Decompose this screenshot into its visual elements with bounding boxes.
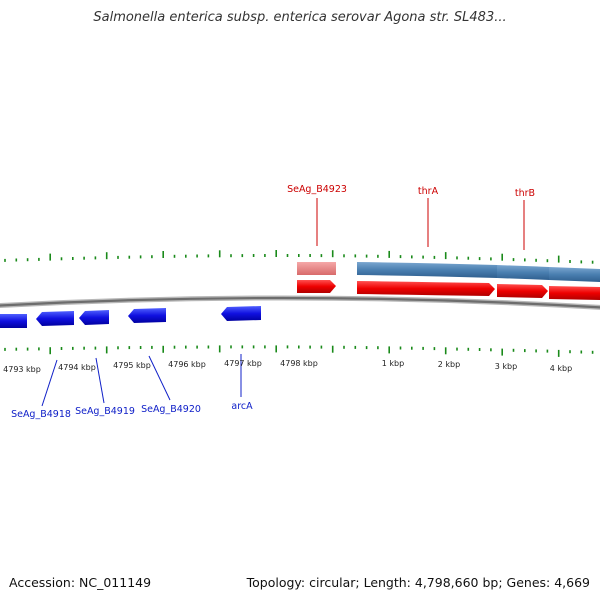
gene-label-thrb: thrB bbox=[515, 188, 535, 199]
inner-tick-ruler bbox=[4, 345, 594, 357]
gene-callout-seag-b4918[interactable]: SeAg_B4918 bbox=[11, 359, 71, 420]
genome-backbone-core bbox=[0, 296, 600, 309]
cds-arrow-arca[interactable] bbox=[221, 306, 261, 321]
accession-text: Accession: NC_011149 bbox=[9, 575, 152, 590]
feature-thra-region[interactable] bbox=[357, 262, 497, 278]
gene-callout-seag-b4920[interactable]: SeAg_B4920 bbox=[141, 355, 201, 415]
scale-label-2kbp: 2 kbp bbox=[438, 360, 460, 369]
scale-label-4796kbp: 4796 kbp bbox=[168, 360, 206, 369]
gene-label-seag-b4920: SeAg_B4920 bbox=[141, 404, 201, 415]
gene-label-seag-b4918: SeAg_B4918 bbox=[11, 409, 71, 420]
cds-arrow-seag-b4923[interactable] bbox=[297, 280, 336, 293]
feature-thrb-region[interactable] bbox=[497, 265, 549, 280]
cds-arrow-seag-b4920[interactable] bbox=[128, 308, 166, 323]
scale-label-3kbp: 3 kbp bbox=[495, 362, 517, 371]
scale-labels: 4793 kbp 4794 kbp 4795 kbp 4796 kbp 4797… bbox=[3, 359, 572, 374]
genome-title: Salmonella enterica subsp. enterica sero… bbox=[93, 10, 507, 25]
genome-summary-text: Topology: circular; Length: 4,798,660 bp… bbox=[246, 575, 590, 590]
scale-label-4795kbp: 4795 kbp bbox=[113, 361, 151, 370]
cds-arrow-next[interactable] bbox=[549, 286, 600, 300]
cds-arrow-seag-b4919[interactable] bbox=[79, 310, 109, 325]
gene-callout-thrb[interactable]: thrB bbox=[515, 188, 535, 250]
scale-label-4797kbp: 4797 kbp bbox=[224, 359, 262, 368]
scale-label-4794kbp: 4794 kbp bbox=[58, 363, 96, 372]
cds-arrow-seag-b4918[interactable] bbox=[36, 311, 74, 326]
gene-callout-thra[interactable]: thrA bbox=[418, 186, 439, 247]
feature-next-region[interactable] bbox=[549, 267, 600, 282]
cds-arrow-thrb[interactable] bbox=[497, 284, 548, 298]
gene-label-thra: thrA bbox=[418, 186, 439, 197]
gene-label-arca: arcA bbox=[231, 401, 253, 412]
cds-arrow-thra[interactable] bbox=[357, 281, 495, 296]
scale-label-4798kbp: 4798 kbp bbox=[280, 359, 318, 368]
gene-callout-seag-b4923[interactable]: SeAg_B4923 bbox=[287, 184, 347, 246]
cds-arrow-left-edge[interactable] bbox=[0, 314, 27, 328]
outer-tick-ruler bbox=[4, 250, 594, 264]
gene-label-seag-b4923: SeAg_B4923 bbox=[287, 184, 347, 195]
scale-label-4793kbp: 4793 kbp bbox=[3, 365, 41, 374]
gene-label-seag-b4919: SeAg_B4919 bbox=[75, 406, 135, 417]
gene-callout-seag-b4919[interactable]: SeAg_B4919 bbox=[75, 357, 135, 417]
gene-callout-arca[interactable]: arcA bbox=[231, 354, 253, 412]
scale-label-1kbp: 1 kbp bbox=[382, 359, 404, 368]
pseudo-feature-seag-b4923[interactable] bbox=[297, 262, 336, 275]
scale-label-4kbp: 4 kbp bbox=[550, 364, 572, 373]
